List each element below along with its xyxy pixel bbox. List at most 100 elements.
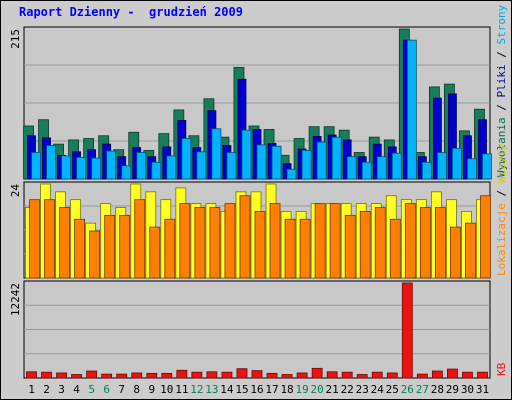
- bar-kb-day-31: [477, 371, 488, 379]
- legend-entry: Wywołania: [495, 117, 508, 177]
- legend-separator: /: [495, 98, 508, 118]
- bar-lokalizacje-day-24: [374, 207, 386, 279]
- bar-strony-day-25: [391, 152, 402, 180]
- bar-kb-day-4: [71, 374, 83, 379]
- bar-lokalizacje-day-29: [450, 226, 461, 279]
- x-tick-label-day-26: 26: [401, 383, 414, 396]
- x-tick-label-day-4: 4: [73, 383, 80, 396]
- x-tick-label-day-27: 27: [416, 383, 429, 396]
- bar-lokalizacje-day-18: [284, 218, 296, 279]
- bar-lokalizacje-day-28: [434, 207, 446, 279]
- bar-kb-day-12: [191, 371, 203, 379]
- x-tick-label-day-8: 8: [133, 383, 140, 396]
- bar-strony-day-26: [406, 39, 417, 180]
- legend-entry: Wizyty: [495, 143, 508, 183]
- bar-kb-day-10: [161, 372, 173, 379]
- bar-kb-day-3: [56, 372, 67, 379]
- bar-kb-day-17: [266, 372, 278, 379]
- bar-strony-day-13: [211, 128, 222, 180]
- bar-lokalizacje-day-12: [194, 207, 206, 279]
- x-tick-label-day-22: 22: [341, 383, 354, 396]
- bar-strony-day-4: [76, 156, 87, 180]
- bar-kb-day-23: [356, 374, 368, 379]
- bar-strony-day-27: [421, 161, 432, 180]
- bar-lokalizacje-day-13: [209, 207, 221, 279]
- bar-lokalizacje-day-7: [119, 214, 131, 279]
- legend-entry: KB: [495, 362, 508, 376]
- chart-title: Raport Dzienny - grudzień 2009: [19, 5, 243, 19]
- bar-lokalizacje-day-26: [404, 203, 416, 279]
- bar-kb-day-6: [101, 373, 113, 379]
- bar-kb-day-16: [251, 370, 263, 379]
- bar-strony-day-7: [121, 165, 132, 180]
- x-tick-label-day-10: 10: [160, 383, 173, 396]
- x-tick-label-day-17: 17: [265, 383, 278, 396]
- legend-entry: Strony: [495, 4, 508, 44]
- bar-strony-day-10: [166, 155, 177, 180]
- bar-kb-day-8: [131, 372, 143, 379]
- x-tick-label-day-31: 31: [476, 383, 489, 396]
- bar-strony-day-23: [361, 161, 372, 180]
- x-tick-label-day-7: 7: [118, 383, 125, 396]
- x-tick-label-day-13: 13: [205, 383, 218, 396]
- bar-strony-day-22: [346, 156, 357, 180]
- bar-lokalizacje-day-22: [344, 214, 356, 279]
- bar-strony-day-2: [46, 145, 56, 180]
- x-tick-label-day-9: 9: [148, 383, 155, 396]
- x-tick-label-day-5: 5: [88, 383, 95, 396]
- bar-strony-day-31: [482, 153, 492, 180]
- bar-lokalizacje-day-21: [329, 203, 341, 279]
- bar-strony-day-15: [241, 129, 252, 180]
- bar-lokalizacje-day-5: [89, 230, 101, 279]
- bar-lokalizacje-day-19: [299, 218, 311, 279]
- bar-strony-day-29: [452, 147, 462, 180]
- bar-kb-day-26: [401, 282, 413, 379]
- panel-1-legend: Wywołania / Pliki / Strony: [495, 4, 508, 177]
- x-tick-label-day-1: 1: [28, 383, 35, 396]
- bar-kb-day-30: [462, 371, 473, 379]
- x-tick-label-day-29: 29: [446, 383, 459, 396]
- x-tick-label-day-18: 18: [280, 383, 293, 396]
- bar-kb-day-19: [296, 372, 308, 379]
- bar-strony-day-16: [256, 144, 267, 180]
- bar-lokalizacje-day-27: [419, 207, 431, 279]
- bar-kb-day-2: [41, 371, 52, 379]
- x-tick-label-day-23: 23: [356, 383, 369, 396]
- bar-lokalizacje-day-17: [269, 203, 281, 279]
- x-tick-label-day-24: 24: [371, 383, 385, 396]
- bar-strony-day-9: [151, 161, 162, 180]
- bar-kb-day-20: [311, 367, 323, 379]
- x-tick-label-day-20: 20: [311, 383, 324, 396]
- bar-kb-day-11: [176, 369, 188, 379]
- bar-kb-day-18: [281, 374, 293, 379]
- bar-strony-day-6: [106, 150, 117, 180]
- bar-kb-day-24: [371, 371, 383, 379]
- bar-kb-day-1: [26, 371, 37, 379]
- legend-entry: Pliki: [495, 64, 508, 97]
- x-tick-label-day-2: 2: [43, 383, 50, 396]
- bar-lokalizacje-day-16: [254, 211, 266, 279]
- bar-lokalizacje-day-25: [389, 218, 401, 279]
- bar-kb-day-14: [221, 371, 233, 379]
- panel-2-legend: Lokalizacje / Wizyty: [495, 143, 508, 276]
- bar-kb-day-7: [116, 373, 128, 379]
- bar-lokalizacje-day-14: [224, 203, 236, 279]
- x-tick-label-day-3: 3: [58, 383, 65, 396]
- legend-separator: /: [495, 183, 508, 203]
- bar-strony-day-18: [286, 168, 297, 180]
- x-tick-label-day-28: 28: [431, 383, 444, 396]
- x-tick-label-day-14: 14: [220, 383, 234, 396]
- bar-strony-day-24: [376, 156, 387, 180]
- x-tick-label-day-16: 16: [250, 383, 263, 396]
- bar-strony-day-21: [331, 136, 342, 180]
- panel-2-max-label: 24: [9, 184, 22, 198]
- bar-kb-day-25: [386, 372, 398, 379]
- x-tick-label-day-12: 12: [190, 383, 203, 396]
- bar-strony-day-30: [467, 158, 477, 180]
- x-tick-label-day-11: 11: [175, 383, 188, 396]
- legend-entry: Lokalizacje: [495, 203, 508, 276]
- bar-strony-day-28: [436, 152, 447, 180]
- bar-lokalizacje-day-15: [239, 195, 251, 279]
- bar-lokalizacje-day-4: [74, 218, 86, 279]
